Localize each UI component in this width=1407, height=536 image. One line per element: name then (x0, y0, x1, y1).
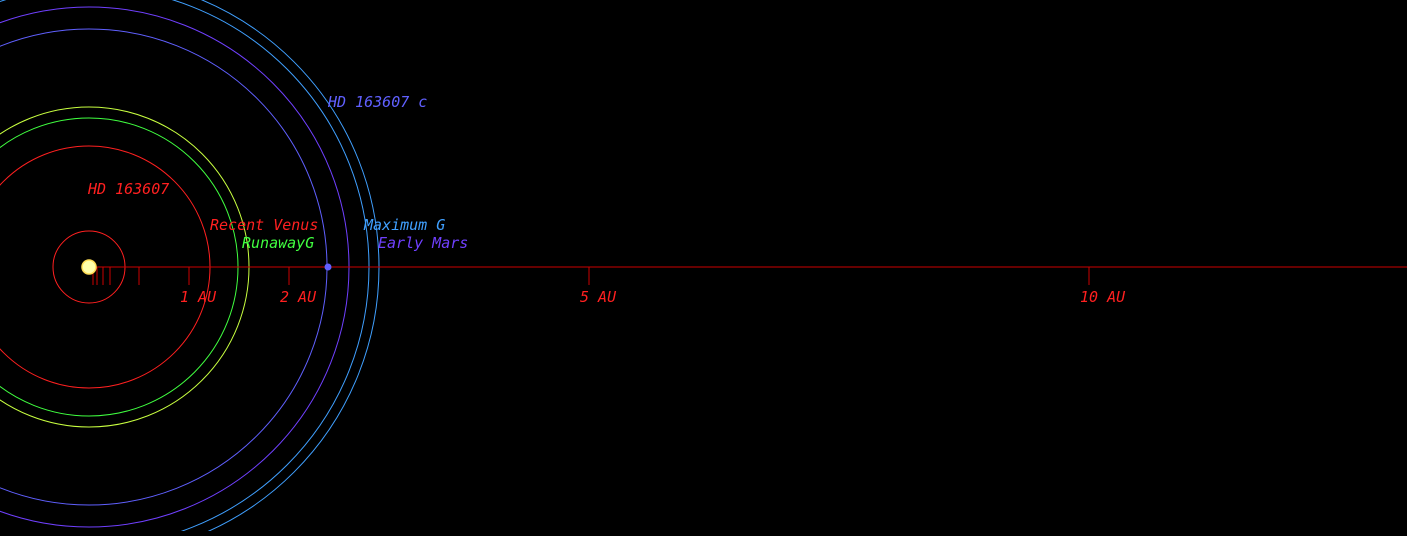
planet-c-marker (324, 263, 332, 271)
tick-label-5au: 5 AU (580, 288, 617, 306)
zone-label-maximum-greenhouse: Maximum G (363, 216, 445, 234)
zone-orbit-outer-blue (195, 0, 380, 536)
scale-minor-ticks (92, 267, 140, 285)
zone-label-recent-venus: Recent Venus (210, 216, 318, 234)
planet-label-c: HD 163607 c (327, 93, 427, 111)
tick-label-2au: 2 AU (280, 288, 317, 306)
planet-label-b: HD 163607 (87, 180, 169, 198)
star-icon (81, 259, 97, 275)
tick-label-10au: 10 AU (1080, 288, 1126, 306)
zone-label-runaway-greenhouse: RunawayG (242, 234, 314, 252)
tick-label-1au: 1 AU (180, 288, 217, 306)
zone-label-early-mars: Early Mars (378, 234, 468, 252)
zone-orbit-2 (0, 0, 370, 536)
